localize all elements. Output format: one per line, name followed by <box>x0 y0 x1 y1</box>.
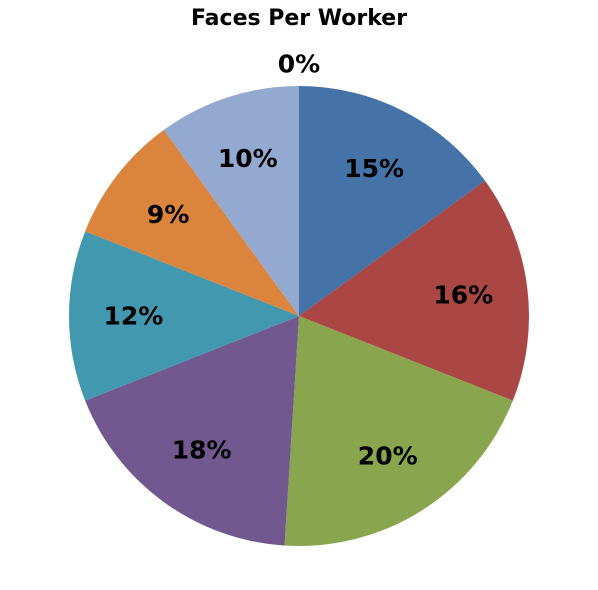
pie-slice-1 <box>299 86 486 316</box>
pie-data-label-1: 15% <box>344 154 404 183</box>
pie-data-label-5: 12% <box>103 302 163 331</box>
pie-data-label-3: 20% <box>358 441 418 470</box>
pie-data-label-6: 9% <box>147 200 189 229</box>
pie-slices <box>68 86 529 546</box>
pie-slice-7 <box>163 86 299 316</box>
pie-slice-4 <box>85 316 300 546</box>
pie-data-labels: 15% 16% 20% 18% 12% 9% 10% 0% <box>103 50 493 471</box>
pie-data-label-7: 10% <box>218 144 278 173</box>
pie-slice-5 <box>68 231 299 401</box>
pie-slice-2 <box>299 180 529 401</box>
pie-data-label-8: 0% <box>278 50 320 79</box>
pie-slice-6 <box>85 129 300 316</box>
pie-slice-3 <box>284 316 513 546</box>
pie-data-label-2: 16% <box>433 281 493 310</box>
pie-data-label-4: 18% <box>172 435 232 464</box>
chart-title: Faces Per Worker <box>190 6 408 31</box>
